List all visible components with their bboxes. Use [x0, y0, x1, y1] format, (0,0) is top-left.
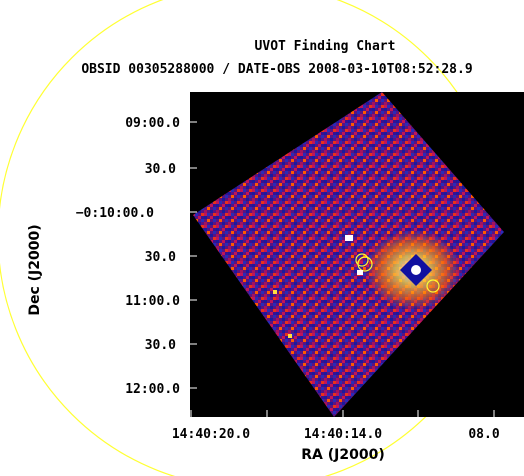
x-tick-label: 14:40:14.0: [304, 427, 382, 442]
x-tick-label: 08.0: [468, 427, 499, 442]
chart-title: UVOT Finding Chart: [255, 39, 396, 54]
y-tick-label: 11:00.0: [125, 294, 180, 309]
y-tick-label: 30.0: [145, 162, 176, 177]
source-marker: [357, 256, 373, 272]
source-marker: [355, 253, 369, 267]
y-tick-label: −0:10:00.0: [76, 206, 154, 221]
y-tick-label: 30.0: [145, 250, 176, 265]
y-axis-label: Dec (J2000): [27, 224, 43, 315]
y-tick-label: 30.0: [145, 338, 176, 353]
chart-subtitle: OBSID 00305288000 / DATE-OBS 2008-03-10T…: [81, 62, 472, 77]
x-tick-label: 14:40:20.0: [172, 427, 250, 442]
y-tick-label: 09:00.0: [125, 116, 180, 131]
source-marker: [426, 279, 440, 293]
x-axis-label: RA (J2000): [301, 447, 384, 463]
y-tick-label: 12:00.0: [125, 382, 180, 397]
axis-ticks: [190, 121, 495, 417]
